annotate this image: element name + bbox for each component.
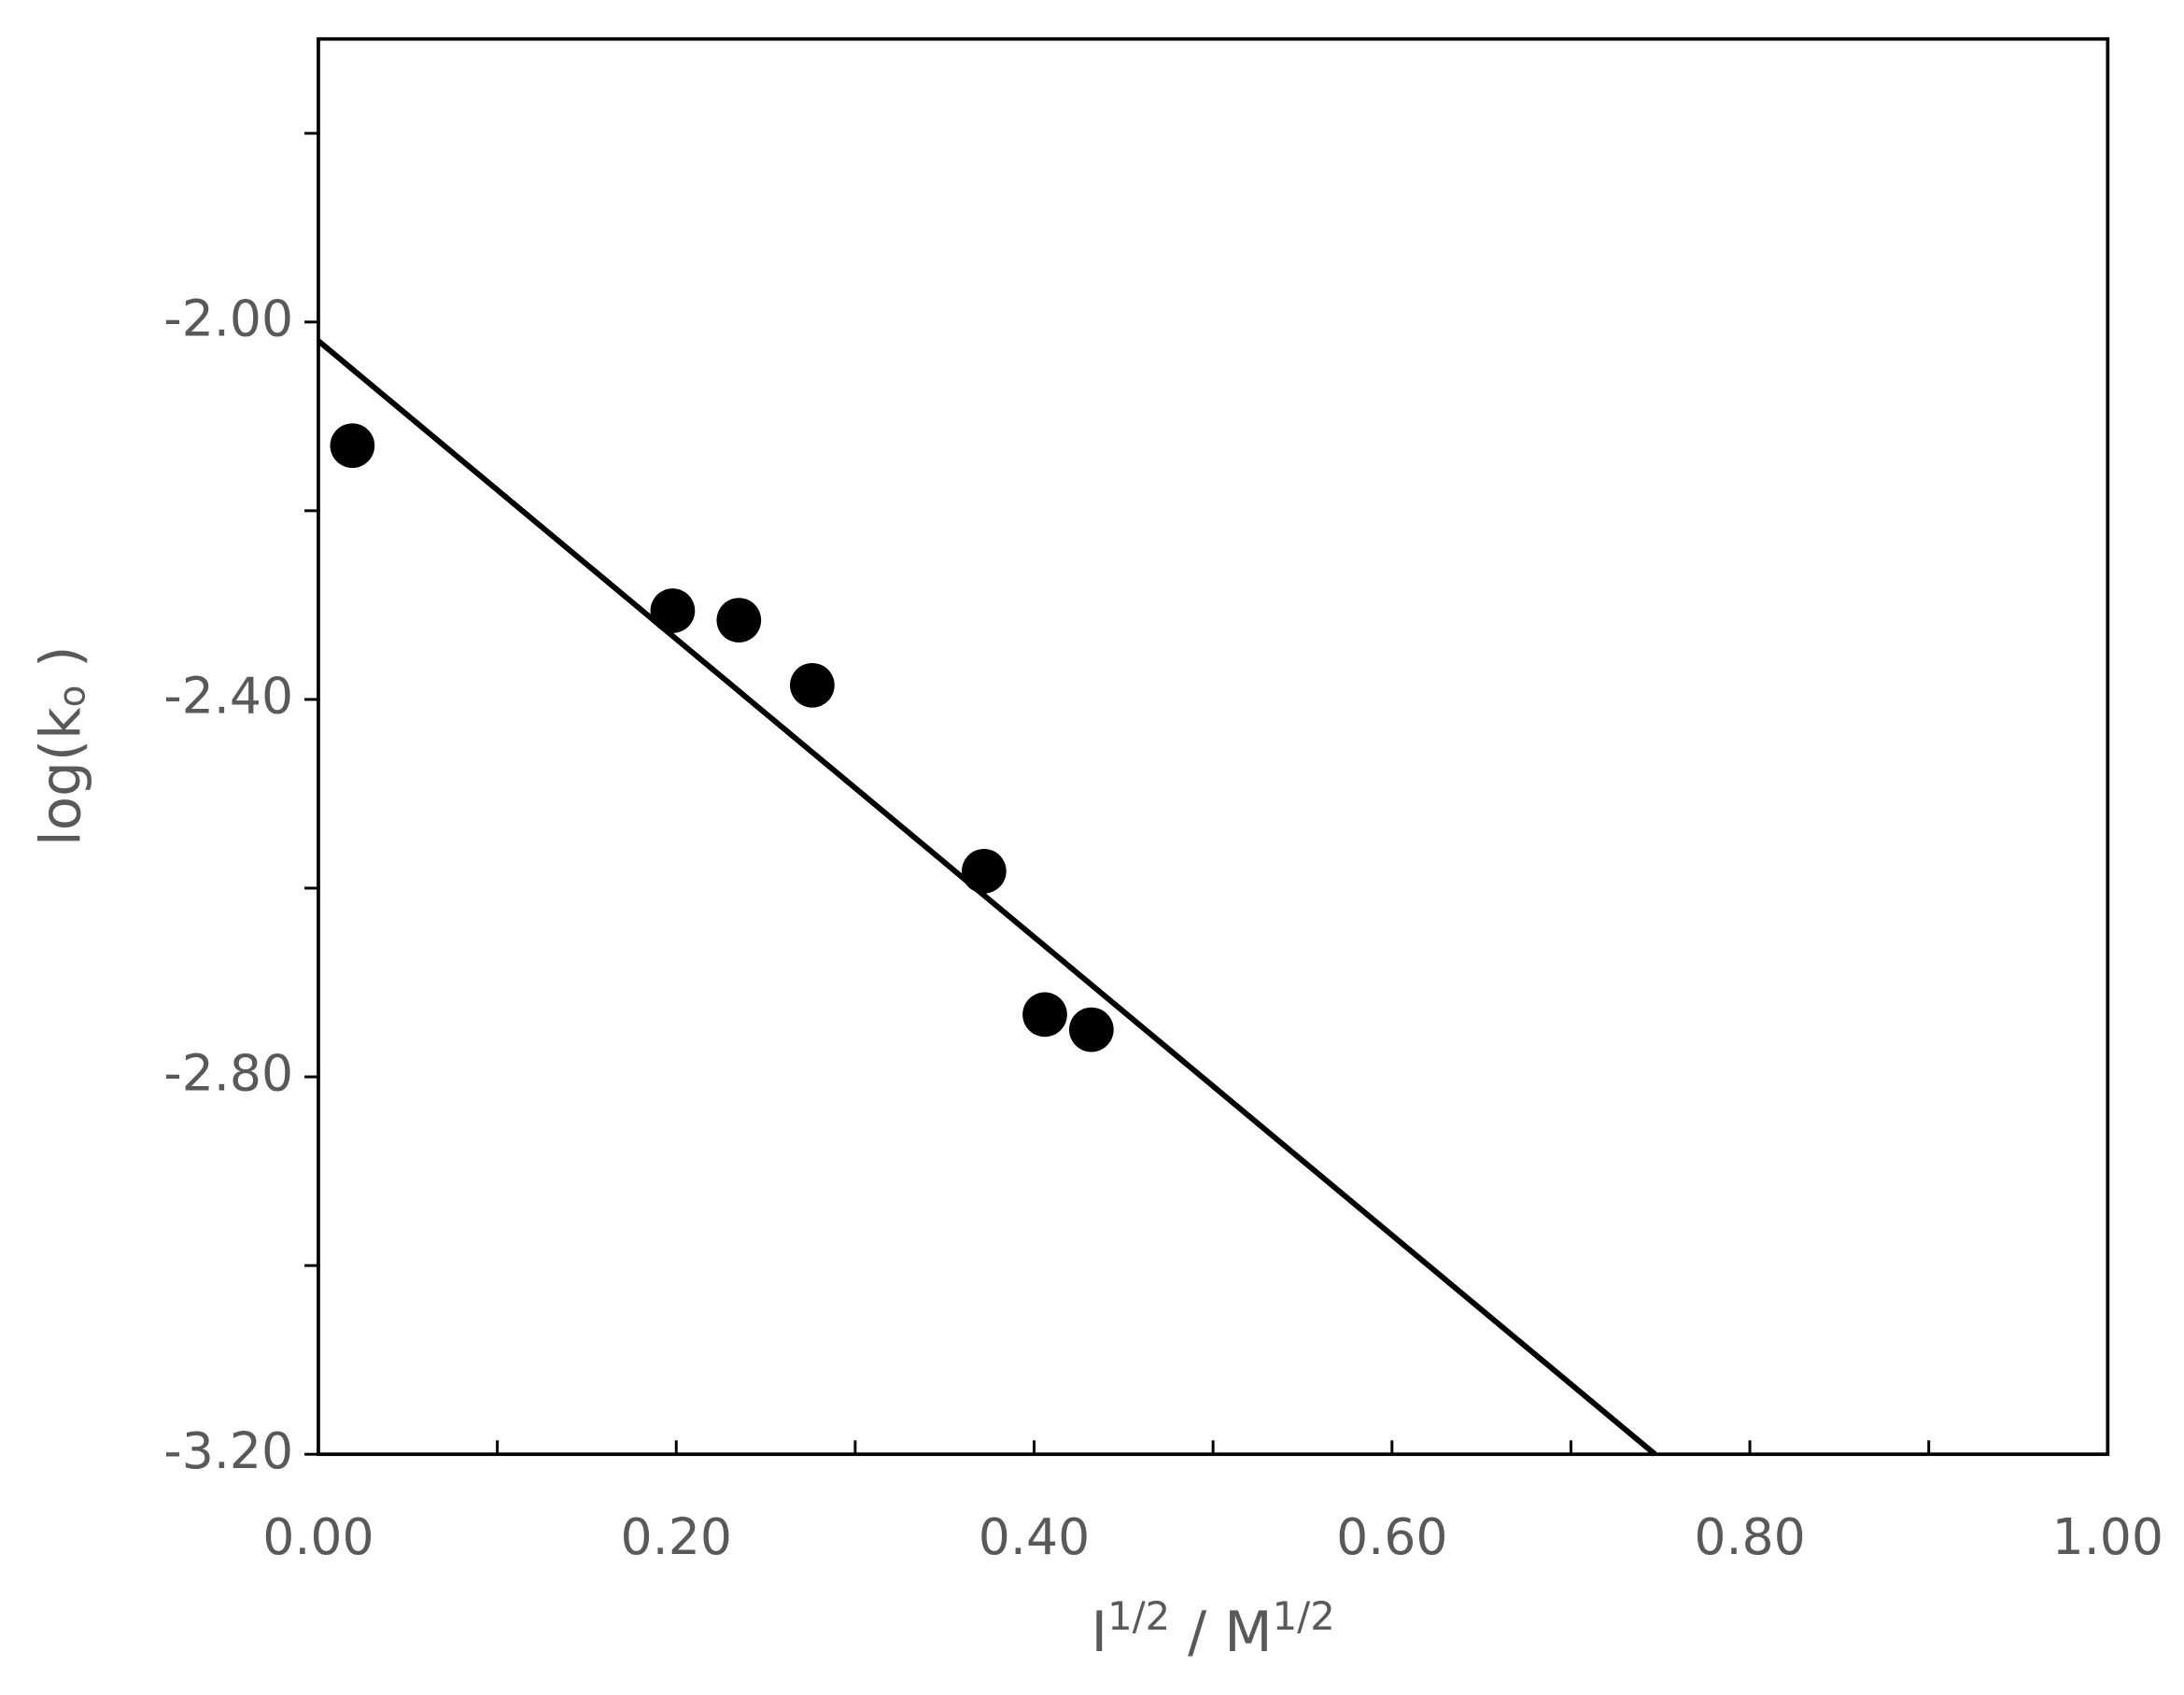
x-label-text: I [1092,1601,1108,1665]
fit-line [317,338,1657,1457]
data-point [330,423,375,469]
data-point [1022,992,1067,1038]
y-label-subscript: o [51,685,93,708]
y-label-text: log(k [29,707,93,846]
x-axis-label: I1/2 / M1/2 [1092,1593,1335,1664]
x-tick-label: 0.40 [979,1507,1090,1566]
data-point [962,848,1007,894]
x-label-text: / M [1170,1601,1272,1665]
x-tick-label: 1.00 [2052,1507,2163,1566]
y-tick-label: -2.40 [163,667,293,726]
data-point [650,588,696,633]
y-tick-label: -2.00 [163,289,293,347]
y-axis-label: log(ko ) [29,645,94,846]
y-tick-label: -2.80 [163,1044,293,1103]
x-tick-label: 0.60 [1336,1507,1447,1566]
x-tick-label: 0.80 [1694,1507,1805,1566]
x-label-superscript: 1/2 [1273,1593,1335,1639]
data-point [716,598,762,643]
y-tick-label: -3.20 [163,1421,293,1480]
x-label-superscript: 1/2 [1107,1593,1170,1639]
x-tick-label: 0.00 [262,1507,373,1566]
x-tick-label: 0.20 [621,1507,732,1566]
data-point [790,662,835,708]
data-point [1068,1007,1114,1052]
y-label-text: ) [29,645,93,685]
plot-frame [317,36,2110,1457]
